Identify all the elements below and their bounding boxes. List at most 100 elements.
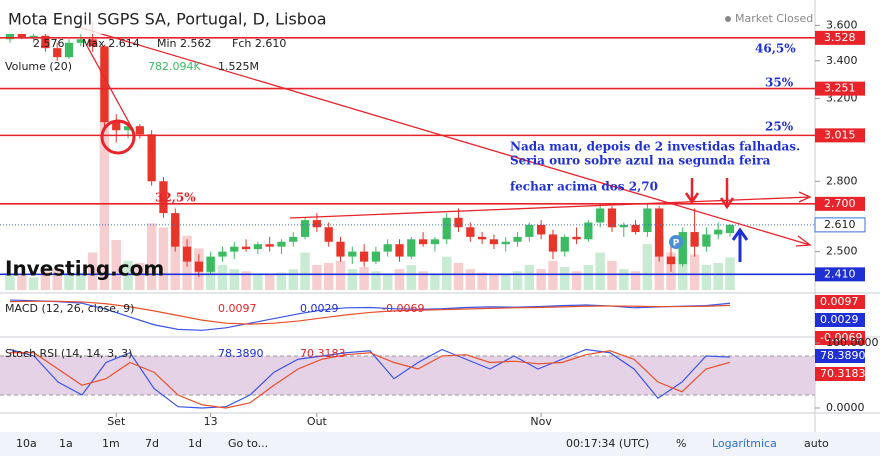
value-label: -0.0069 xyxy=(820,331,862,344)
volume-bar xyxy=(64,274,74,290)
volume-bar xyxy=(382,273,393,290)
candle-body xyxy=(395,244,404,257)
volume-bar xyxy=(394,269,405,290)
range-button[interactable]: 10a xyxy=(16,437,37,450)
candle-body xyxy=(277,241,286,247)
ohlc-close: Fch 2.610 xyxy=(232,37,286,50)
level-annotation: 25% xyxy=(765,120,794,134)
candle-body xyxy=(560,236,569,252)
candle-body xyxy=(489,239,499,245)
y-tick-label: 3.600 xyxy=(826,18,858,31)
candle-body xyxy=(336,241,345,257)
ohlc-low: Min 2.562 xyxy=(157,37,212,50)
market-status: Market Closed xyxy=(735,12,813,25)
volume-bar xyxy=(170,219,180,290)
volume-bar xyxy=(595,252,605,290)
candle-body xyxy=(88,39,97,47)
volume-bar xyxy=(406,265,417,290)
indicator-line xyxy=(10,350,731,409)
volume-bar xyxy=(52,269,62,290)
x-tick-label: 13 xyxy=(204,415,218,428)
range-button[interactable]: 1d xyxy=(188,437,202,450)
y-tick-label: 0.0000 xyxy=(826,401,865,414)
value-label-bg xyxy=(815,295,865,309)
volume-bar xyxy=(312,265,322,290)
candle-body xyxy=(572,236,581,240)
volume-bar xyxy=(323,262,334,290)
candle-body xyxy=(194,261,203,272)
volume-bar xyxy=(217,265,228,290)
candle-body xyxy=(312,220,322,228)
candle-body xyxy=(643,208,652,233)
volume-bar xyxy=(300,252,310,290)
watermark: Investing.com xyxy=(5,257,164,281)
candle-body xyxy=(100,46,109,123)
candle-body xyxy=(123,126,133,131)
comment: Nada mau, depois de 2 investidas falhada… xyxy=(510,140,800,154)
candle-body xyxy=(596,208,605,223)
percent-toggle[interactable]: % xyxy=(676,437,686,450)
volume-bar xyxy=(524,265,535,290)
candle-body xyxy=(678,232,687,265)
range-button[interactable]: 7d xyxy=(145,437,159,450)
volume-bar xyxy=(111,240,121,290)
arrow-head xyxy=(798,191,812,203)
candle-body xyxy=(218,251,227,257)
volume-bar xyxy=(583,265,594,290)
level-annotation: 32,5% xyxy=(155,191,196,205)
candle-body xyxy=(53,48,62,58)
x-tick-label: Out xyxy=(307,415,328,428)
candle-body xyxy=(418,239,428,245)
highlight-circle xyxy=(100,119,136,155)
level-label: 3.251 xyxy=(824,82,856,95)
legend-value: 70.3183 xyxy=(300,347,346,360)
candle-body xyxy=(253,244,262,250)
candle-body xyxy=(206,256,215,272)
value-label-bg xyxy=(815,367,865,381)
auto-toggle[interactable]: auto xyxy=(804,437,829,450)
volume-bar xyxy=(489,274,499,290)
candle-body xyxy=(64,42,74,58)
level-label-bg xyxy=(814,217,866,233)
volume-bar xyxy=(264,274,275,290)
candle-body xyxy=(501,241,510,245)
volume-bar xyxy=(241,271,251,290)
down-arrow xyxy=(684,178,700,205)
volume-bar xyxy=(548,260,558,290)
volume-bar xyxy=(347,269,358,290)
candle-body xyxy=(513,236,522,242)
level-label-bg xyxy=(815,30,865,45)
value-label: 0.0029 xyxy=(820,313,859,326)
volume-bar xyxy=(418,271,428,290)
volume-bar xyxy=(87,252,98,290)
volume-bar xyxy=(430,273,440,290)
volume-bar xyxy=(477,272,487,290)
volume-last: 782.094K xyxy=(148,60,201,73)
volume-bar xyxy=(654,235,664,290)
candle-body xyxy=(607,208,617,228)
volume-bar xyxy=(442,256,452,290)
candle-body xyxy=(430,239,440,245)
level-label: 3.015 xyxy=(824,128,856,141)
range-button[interactable]: 1a xyxy=(59,437,73,450)
candle-body xyxy=(655,208,664,257)
y-tick-label: 2.800 xyxy=(826,174,858,187)
volume-bar xyxy=(253,273,263,290)
candle-body xyxy=(76,39,85,43)
goto-button[interactable]: Go to... xyxy=(228,437,268,450)
up-arrow xyxy=(731,227,749,262)
log-toggle[interactable]: Logarítmica xyxy=(712,437,777,450)
arrow-head xyxy=(795,235,812,247)
level-label-bg xyxy=(815,128,865,143)
header-bg xyxy=(0,4,360,34)
x-tick-label: Set xyxy=(107,415,126,428)
candle-body xyxy=(371,251,381,262)
candle-body xyxy=(584,222,593,240)
level-annotation: 35% xyxy=(765,76,794,90)
indicator-line xyxy=(9,300,731,325)
candle-body xyxy=(348,251,357,257)
candle-body xyxy=(537,224,546,235)
volume-bar xyxy=(276,272,287,290)
volume-bar xyxy=(619,269,629,290)
range-button[interactable]: 1m xyxy=(102,437,120,450)
